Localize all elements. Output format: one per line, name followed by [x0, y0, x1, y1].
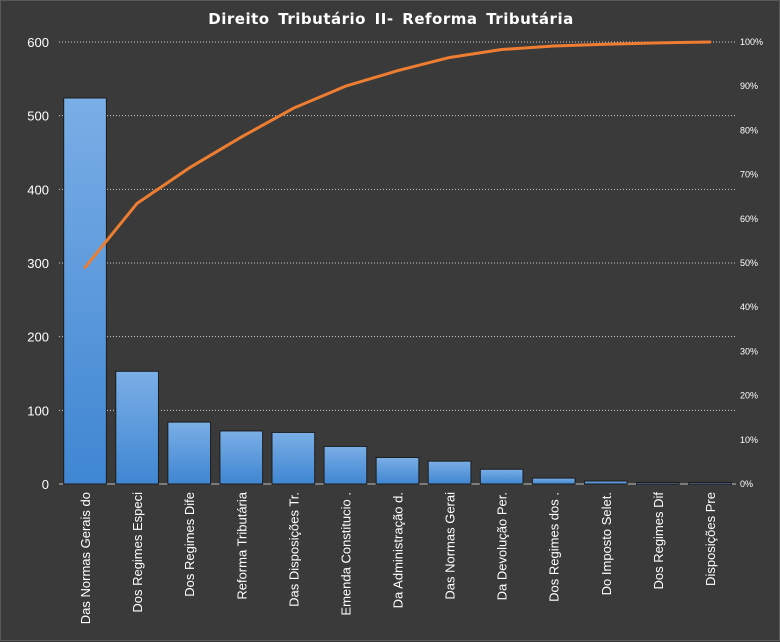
x-category-label: Dos Regimes dos .: [547, 492, 562, 602]
bar: [480, 469, 523, 484]
y-tick-label: 100: [27, 403, 49, 418]
bar: [324, 446, 367, 484]
x-category-label: Das Normas Gerai: [443, 492, 458, 600]
y2-tick-label: 40%: [740, 302, 758, 312]
x-category-label: Do Imposto Selet.: [599, 492, 614, 595]
bar: [168, 422, 211, 484]
x-axis: Das Normas Gerais do Dos Regimes Especi Do…: [78, 491, 718, 624]
x-category-label: Reforma Tributária: [234, 491, 249, 599]
y-tick-label: 300: [27, 256, 49, 271]
x-category-label: Dos Regimes Dife: [182, 492, 197, 597]
bar: [220, 431, 263, 484]
x-category-label: Emenda Constitucio .: [338, 492, 353, 616]
y2-tick-label: 20%: [740, 391, 758, 401]
x-category-label: Dos Regimes Especi: [130, 492, 145, 613]
cumulative-series: [85, 42, 710, 267]
y-tick-label: 600: [27, 35, 49, 50]
bar: [689, 483, 732, 484]
bar: [428, 461, 471, 484]
y2-tick-label: 100%: [740, 37, 763, 47]
bar-series: [64, 98, 732, 484]
bar: [376, 457, 419, 484]
bar: [272, 432, 315, 484]
primary-y-axis: 0 100 200 300 400 500 600: [27, 35, 49, 492]
cumulative-line: [85, 42, 710, 267]
x-category-label: Disposições Pre: [703, 492, 718, 586]
y2-tick-label: 90%: [740, 81, 758, 91]
y2-tick-label: 0%: [740, 479, 753, 489]
x-category-label: Da Administração d.: [391, 492, 406, 608]
y-tick-label: 0: [42, 477, 49, 492]
x-category-label: Dos Regimes Dif: [651, 492, 666, 590]
x-category-label: Das Normas Gerais do: [78, 492, 93, 624]
bar: [116, 371, 159, 484]
y2-tick-label: 50%: [740, 258, 758, 268]
y2-tick-label: 60%: [740, 214, 758, 224]
bar: [637, 483, 680, 484]
y2-tick-label: 80%: [740, 125, 758, 135]
y2-tick-label: 10%: [740, 435, 758, 445]
secondary-y-axis: 0% 10% 20% 30% 40% 50% 60% 70% 80% 90% 100%: [740, 37, 763, 489]
bar: [584, 481, 627, 484]
y2-tick-label: 30%: [740, 346, 758, 356]
y-tick-label: 500: [27, 109, 49, 124]
x-category-label: Da Devolução Per.: [495, 492, 510, 600]
y-tick-label: 200: [27, 330, 49, 345]
bar: [532, 478, 575, 484]
gridlines: [59, 42, 736, 484]
bar: [64, 98, 107, 484]
y-tick-label: 400: [27, 182, 49, 197]
x-category-label: Das Disposições Tr.: [286, 492, 301, 607]
y2-tick-label: 70%: [740, 170, 758, 180]
